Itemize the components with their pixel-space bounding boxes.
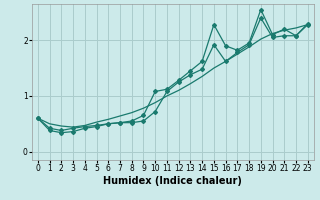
X-axis label: Humidex (Indice chaleur): Humidex (Indice chaleur) <box>103 176 242 186</box>
